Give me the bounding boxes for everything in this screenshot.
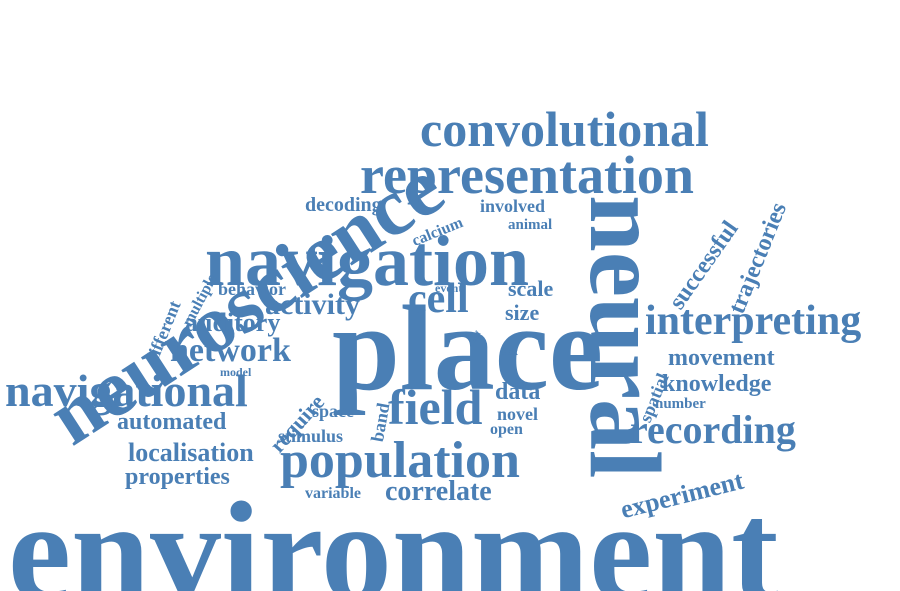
word-number: number xyxy=(655,396,706,412)
word-cell: cell xyxy=(408,276,469,322)
word-navigational: navigational xyxy=(5,365,248,416)
word-navigation: navigation xyxy=(205,221,530,301)
word-space: space xyxy=(312,401,354,421)
word-knowledge: knowledge xyxy=(662,371,772,397)
word-model: model xyxy=(220,365,252,379)
word-activity: activity xyxy=(265,288,360,321)
word-properties: properties xyxy=(125,464,230,490)
word-data: data xyxy=(495,379,541,405)
word-behavior: behavior xyxy=(218,279,287,299)
word-event: event xyxy=(435,281,463,295)
word-involved: involved xyxy=(480,196,546,216)
word-recording: recording xyxy=(630,407,796,452)
word-task: task xyxy=(500,347,518,358)
word-environment: environment xyxy=(8,472,779,591)
word-interpreting: interpreting xyxy=(645,298,862,344)
word-automated: automated xyxy=(117,409,227,435)
word-scale: scale xyxy=(508,276,554,301)
word-population: population xyxy=(280,432,520,489)
word-representation: representation xyxy=(360,145,694,205)
word-field: field xyxy=(388,379,483,435)
word-correlate: correlate xyxy=(385,476,492,507)
word-place: place xyxy=(332,281,604,416)
word-open: open xyxy=(490,421,523,438)
word-localisation: localisation xyxy=(128,438,254,467)
word-movement: movement xyxy=(668,345,775,371)
word-network: network xyxy=(170,332,291,369)
word-convolutional: convolutional xyxy=(420,101,709,157)
word-novel: novel xyxy=(497,404,539,424)
word-animal: animal xyxy=(508,217,553,233)
word-variable: variable xyxy=(305,485,361,502)
word-size: size xyxy=(505,300,540,325)
word-decoding: decoding xyxy=(305,194,382,216)
word-auditory: auditory xyxy=(185,308,281,337)
word-stimulus: stimulus xyxy=(278,426,344,446)
